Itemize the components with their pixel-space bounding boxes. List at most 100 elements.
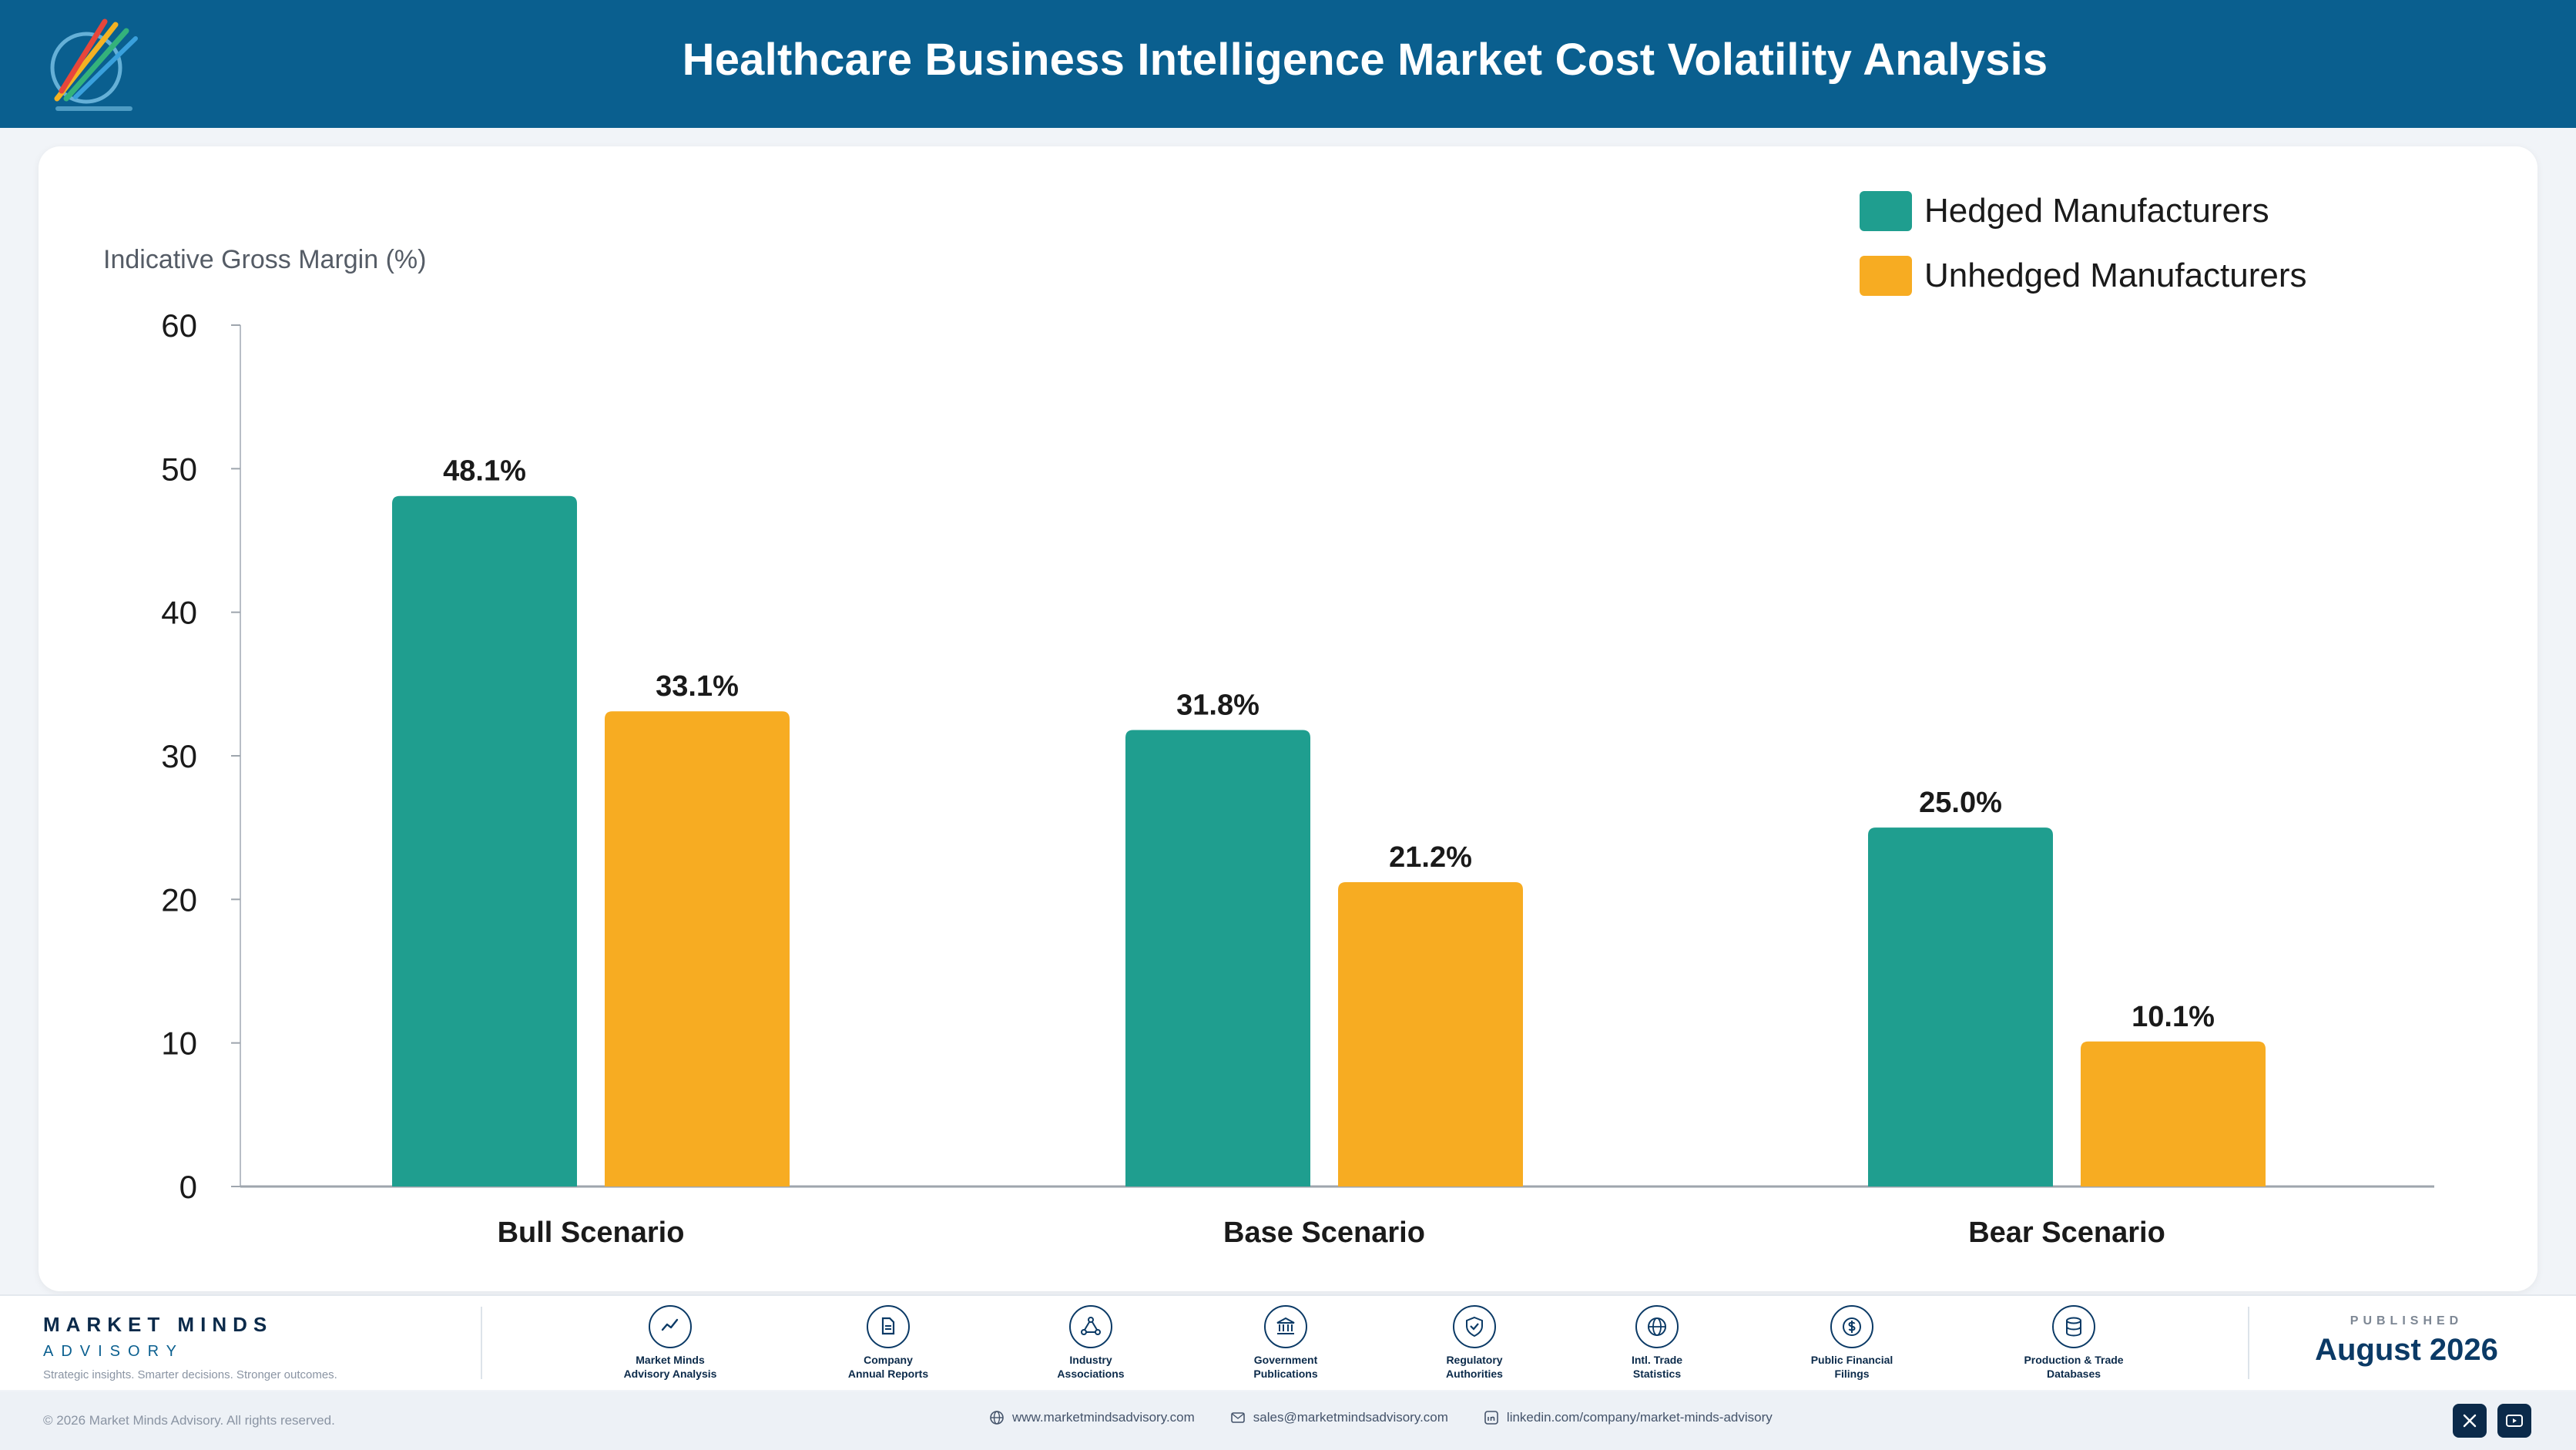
x-category-label: Base Scenario: [1223, 1217, 1425, 1249]
brand-subtitle: ADVISORY: [43, 1343, 184, 1360]
bar-hedged: [392, 495, 577, 1187]
footer-brand: MARKET MINDS ADVISORY Strategic insights…: [43, 1313, 337, 1381]
linkedin-icon: [1484, 1411, 1498, 1425]
footer-divider: [481, 1307, 482, 1379]
source-label: Regulatory Authorities: [1397, 1353, 1551, 1381]
globe-icon: [1648, 1317, 1666, 1336]
government-building-icon: [1276, 1317, 1295, 1334]
website-text: www.marketmindsadvisory.com: [1012, 1410, 1195, 1425]
source-label: Market Minds Advisory Analysis: [593, 1353, 747, 1381]
source-label-line1: Intl. Trade: [1631, 1354, 1683, 1366]
y-tick-label: 50: [161, 451, 197, 487]
data-label: 48.1%: [443, 455, 526, 488]
published-label: PUBLISHED: [2350, 1314, 2464, 1327]
source-label-line1: Production & Trade: [2024, 1354, 2124, 1366]
email-text: sales@marketmindsadvisory.com: [1253, 1410, 1448, 1425]
source-label-line1: Regulatory: [1446, 1354, 1503, 1366]
source-icon-badge: [867, 1305, 910, 1348]
source-label-line2: Annual Reports: [847, 1368, 929, 1380]
published-block: PUBLISHED August 2026: [2299, 1314, 2514, 1368]
mail-icon: [1230, 1412, 1245, 1423]
source-label-line2: Statistics: [1632, 1368, 1682, 1380]
footer-divider: [2248, 1307, 2249, 1379]
source-item: Industry Associations: [1014, 1305, 1168, 1381]
source-label-line2: Advisory Analysis: [623, 1368, 717, 1380]
data-label: 31.8%: [1176, 689, 1259, 721]
database-icon: [2066, 1317, 2081, 1337]
dollar-coin-icon: [1843, 1317, 1861, 1336]
y-tick-label: 0: [179, 1169, 197, 1205]
source-label-line1: Company: [864, 1354, 913, 1366]
youtube-icon: [2506, 1415, 2523, 1427]
source-label: Industry Associations: [1014, 1353, 1168, 1381]
x-category-label: Bear Scenario: [1968, 1217, 2165, 1249]
source-item: Public Financial Filings: [1775, 1305, 1929, 1381]
youtube-social-button[interactable]: [2497, 1404, 2531, 1438]
company-logo: [50, 18, 138, 111]
y-tick-label: 30: [161, 738, 197, 774]
x-category-label: Bull Scenario: [498, 1217, 685, 1249]
source-label-line1: Industry: [1069, 1354, 1112, 1366]
y-axis-label: Indicative Gross Margin (%): [103, 245, 426, 274]
bar-chart: Indicative Gross Margin (%) 0 10 20 30 40 50 60…: [103, 191, 2434, 1249]
legend-label: Unhedged Manufacturers: [1924, 257, 2307, 294]
website-link[interactable]: www.marketmindsadvisory.com: [989, 1410, 1195, 1425]
source-label: Public Financial Filings: [1775, 1353, 1929, 1381]
bar-hedged: [1868, 827, 2053, 1187]
brand-tagline: Strategic insights. Smarter decisions. S…: [43, 1368, 337, 1381]
header-bar: Healthcare Business Intelligence Market …: [0, 0, 2576, 128]
y-tick-label: 60: [161, 307, 197, 344]
source-label: Government Publications: [1209, 1353, 1363, 1381]
chart-line-icon: [661, 1318, 679, 1331]
document-icon: [881, 1317, 895, 1335]
bar-unhedged: [1338, 881, 1523, 1187]
published-date: August 2026: [2315, 1333, 2498, 1367]
source-icon-badge: [1069, 1305, 1112, 1348]
source-item: Regulatory Authorities: [1397, 1305, 1551, 1381]
bottom-bar: © 2026 Market Minds Advisory. All rights…: [0, 1391, 2576, 1450]
globe-icon: [990, 1411, 1004, 1425]
linkedin-text: linkedin.com/company/market-minds-adviso…: [1506, 1410, 1773, 1425]
source-label-line2: Associations: [1057, 1368, 1125, 1380]
contact-links: www.marketmindsadvisory.com sales@market…: [989, 1410, 1773, 1425]
y-tick-label: 20: [161, 881, 197, 918]
brand-name: MARKET MINDS: [43, 1313, 273, 1336]
source-label-line2: Authorities: [1446, 1368, 1503, 1380]
source-label-line1: Government: [1253, 1354, 1318, 1366]
source-label: Production & Trade Databases: [1997, 1353, 2151, 1381]
source-label-line2: Filings: [1834, 1368, 1870, 1380]
page-title: Healthcare Business Intelligence Market …: [682, 35, 2048, 85]
legend-swatch: [1860, 256, 1912, 296]
data-label: 10.1%: [2132, 1001, 2215, 1033]
source-icon-badge: [1453, 1305, 1496, 1348]
source-label: Company Annual Reports: [811, 1353, 965, 1381]
bar-unhedged: [605, 711, 790, 1187]
source-item: Production & Trade Databases: [1997, 1305, 2151, 1381]
source-icon-badge: [1635, 1305, 1679, 1348]
linkedin-link[interactable]: linkedin.com/company/market-minds-adviso…: [1484, 1410, 1773, 1425]
source-item: Market Minds Advisory Analysis: [593, 1305, 747, 1381]
source-item: Government Publications: [1209, 1305, 1363, 1381]
network-icon: [1081, 1317, 1101, 1335]
source-label-line2: Publications: [1253, 1368, 1318, 1380]
source-icon-badge: [1830, 1305, 1873, 1348]
bar-hedged: [1125, 730, 1310, 1187]
source-icon-badge: [649, 1305, 692, 1348]
email-link[interactable]: sales@marketmindsadvisory.com: [1230, 1410, 1448, 1425]
source-label-line1: Market Minds: [636, 1354, 705, 1366]
source-item: Company Annual Reports: [811, 1305, 965, 1381]
x-social-button[interactable]: [2453, 1404, 2487, 1438]
y-tick-label: 10: [161, 1025, 197, 1062]
source-icon-badge: [2052, 1305, 2095, 1348]
source-item: Intl. Trade Statistics: [1580, 1305, 1734, 1381]
data-label: 25.0%: [1919, 787, 2002, 819]
shield-check-icon: [1466, 1316, 1483, 1338]
footer: MARKET MINDS ADVISORY Strategic insights…: [0, 1294, 2576, 1390]
data-label: 21.2%: [1389, 841, 1472, 874]
copyright: © 2026 Market Minds Advisory. All rights…: [43, 1413, 335, 1428]
source-label: Intl. Trade Statistics: [1580, 1353, 1734, 1381]
bar-unhedged: [2081, 1041, 2266, 1187]
legend-swatch: [1860, 191, 1912, 231]
data-sources: Market Minds Advisory Analysis Company A…: [585, 1305, 2126, 1390]
source-icon-badge: [1264, 1305, 1307, 1348]
